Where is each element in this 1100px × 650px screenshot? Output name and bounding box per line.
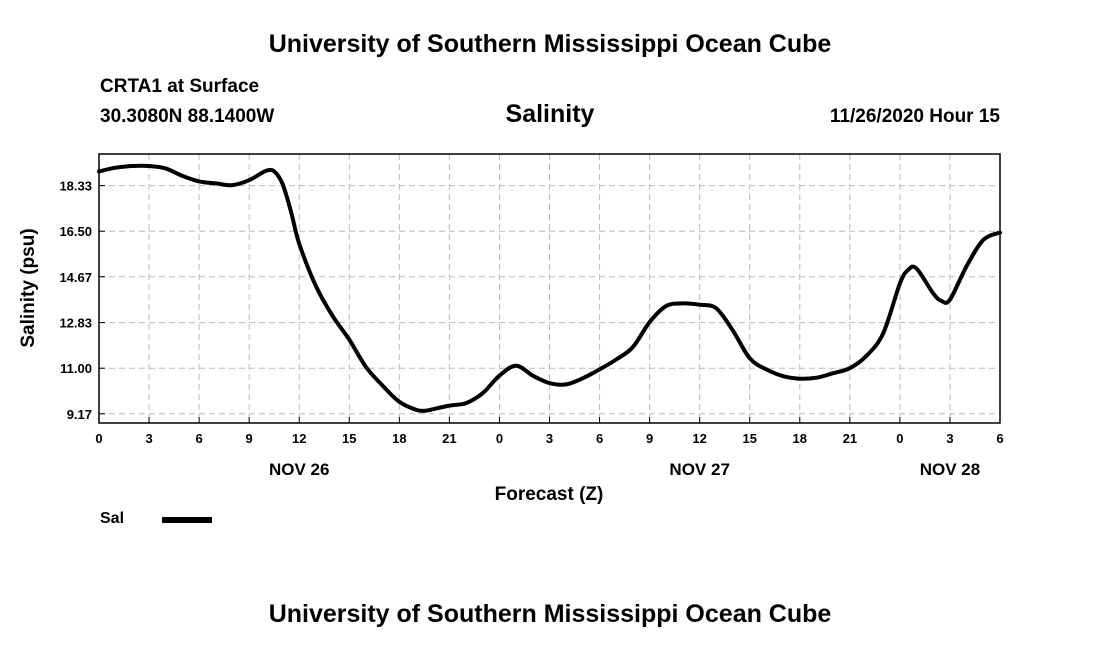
x-tick-label: 18 (793, 431, 807, 446)
y-tick-label: 16.50 (59, 224, 92, 239)
x-tick-label: 0 (496, 431, 503, 446)
legend-swatch (162, 517, 212, 523)
day-label: NOV 27 (669, 460, 729, 479)
x-tick-label: 6 (596, 431, 603, 446)
station-coordinates: 30.3080N 88.1400W (100, 106, 275, 127)
station-label: CRTA1 at Surface (100, 76, 260, 97)
chart-parameter-title: Salinity (505, 100, 595, 128)
x-tick-label: 15 (742, 431, 756, 446)
chart-bottom-title: University of Southern Mississippi Ocean… (268, 600, 832, 628)
series-line-sal (97, 163, 1002, 413)
y-tick-label: 11.00 (60, 361, 92, 376)
x-tick-label: 9 (246, 431, 253, 446)
chart-top-title: University of Southern Mississippi Ocean… (268, 30, 832, 58)
x-tick-label: 0 (896, 431, 903, 446)
x-tick-label: 12 (292, 431, 306, 446)
y-axis-label: Salinity (psu) (18, 228, 39, 347)
x-tick-label: 3 (946, 431, 953, 446)
x-tick-label: 21 (843, 431, 857, 446)
x-axis-label: Forecast (Z) (495, 484, 604, 505)
y-tick-label: 14.67 (59, 270, 92, 285)
y-tick-label: 18.33 (59, 179, 92, 194)
x-tick-label: 3 (546, 431, 553, 446)
x-tick-label: 21 (442, 431, 456, 446)
x-tick-label: 12 (692, 431, 706, 446)
legend-label: Sal (100, 510, 125, 527)
day-label: NOV 28 (920, 460, 980, 479)
day-label: NOV 26 (269, 460, 329, 479)
y-tick-label: 12.83 (59, 316, 92, 331)
x-tick-label: 6 (996, 431, 1003, 446)
x-tick-label: 9 (646, 431, 653, 446)
y-tick-label: 9.17 (67, 407, 92, 422)
forecast-datetime: 11/26/2020 Hour 15 (829, 106, 1000, 127)
x-tick-label: 18 (392, 431, 406, 446)
x-tick-label: 3 (145, 431, 152, 446)
x-tick-label: 15 (342, 431, 356, 446)
x-tick-label: 0 (95, 431, 102, 446)
x-tick-label: 6 (195, 431, 202, 446)
